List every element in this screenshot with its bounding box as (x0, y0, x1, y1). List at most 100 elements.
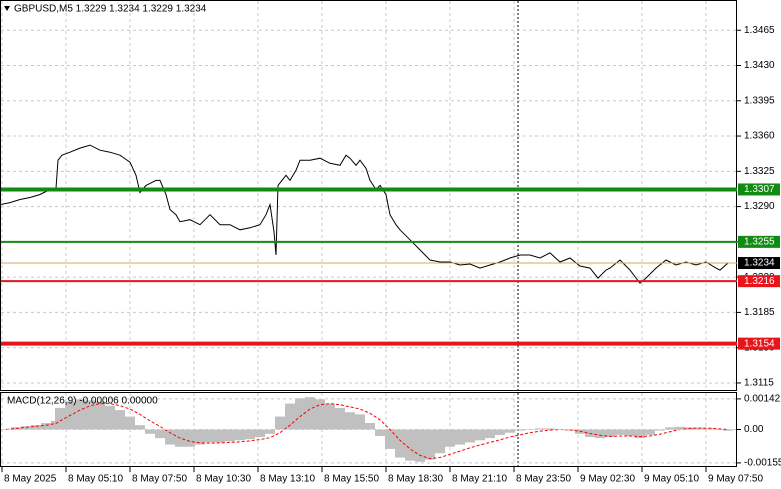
price-line (0, 144, 729, 284)
x-tick-label: 8 May 05:10 (68, 474, 123, 485)
level-label-box (738, 275, 780, 288)
macd-bar (515, 429, 525, 431)
macd-bar (185, 429, 195, 447)
level-label-box (738, 337, 780, 350)
macd-bar (31, 425, 41, 430)
macd-bar (235, 429, 245, 441)
macd-bar (375, 429, 385, 436)
y-tick-label: 0.00142 (744, 394, 781, 405)
y-tick-label: -0.00155 (744, 458, 781, 469)
macd-bar (265, 429, 275, 434)
macd-bar (345, 412, 355, 430)
macd-bar (675, 426, 685, 430)
macd-bar (595, 429, 605, 439)
macd-bar (315, 399, 325, 430)
macd-bar (435, 429, 445, 454)
macd-bar (355, 414, 365, 430)
macd-bar (155, 429, 165, 439)
level-label: 1.3154 (744, 338, 775, 349)
x-tick-label: 8 May 2025 (4, 474, 57, 485)
macd-bar (505, 429, 515, 433)
macd-bar (705, 428, 715, 430)
macd-bar (475, 429, 485, 441)
macd-bar (195, 429, 205, 445)
macd-bar (405, 429, 415, 461)
macd-bar (465, 429, 475, 443)
macd-bar (85, 400, 95, 430)
macd-bar (535, 428, 545, 430)
macd-bar (615, 429, 625, 435)
macd-bar (95, 401, 105, 430)
macd-bar (645, 429, 655, 435)
y-tick-label: 1.3430 (744, 60, 775, 71)
macd-bar (41, 423, 51, 430)
macd-bar (205, 429, 215, 443)
title-icon (4, 6, 10, 11)
level-label: 1.3255 (744, 237, 775, 248)
macd-bar (415, 429, 425, 462)
macd-bar (295, 398, 305, 430)
macd-bar (325, 403, 335, 430)
macd-title: MACD(12,26,9) -0.00006 0.00000 (7, 396, 158, 407)
macd-bar (135, 425, 145, 430)
macd-bar (723, 429, 733, 431)
x-tick-label: 9 May 07:50 (708, 474, 763, 485)
macd-bar (105, 405, 115, 430)
y-tick-label: 1.3360 (744, 131, 775, 142)
macd-bar (215, 429, 225, 443)
x-tick-label: 8 May 07:50 (132, 474, 187, 485)
x-tick-label: 9 May 05:10 (644, 474, 699, 485)
macd-bar (635, 429, 645, 439)
x-tick-label: 8 May 10:30 (196, 474, 251, 485)
macd-bar (275, 416, 285, 430)
y-tick-label: 0.00 (744, 424, 764, 435)
x-tick-label: 9 May 02:30 (580, 474, 635, 485)
macd-bar (225, 429, 235, 442)
macd-bar (715, 429, 725, 430)
level-label: 1.3307 (744, 184, 775, 195)
y-tick-label: 1.3465 (744, 25, 775, 36)
signal-line (5, 403, 729, 460)
macd-bar (125, 416, 135, 430)
x-tick-label: 8 May 13:10 (260, 474, 315, 485)
macd-bar (115, 410, 125, 430)
level-label-box (738, 183, 780, 196)
macd-bar (165, 429, 175, 445)
macd-bar (245, 429, 255, 440)
level-label-box (738, 235, 780, 248)
macd-bar (665, 427, 675, 430)
y-tick-label: 1.3185 (744, 307, 775, 318)
last-price-label: 1.3234 (744, 258, 775, 269)
macd-bar (255, 429, 265, 438)
macd-bar (21, 426, 31, 430)
macd-bar (335, 407, 345, 430)
macd-bar (395, 429, 405, 458)
macd-bar (455, 429, 465, 445)
level-label: 1.3216 (744, 276, 775, 287)
y-tick-label: 1.3325 (744, 166, 775, 177)
macd-bar (0, 429, 11, 430)
macd-bar (75, 399, 85, 430)
x-tick-label: 8 May 21:10 (452, 474, 507, 485)
x-tick-label: 8 May 18:30 (388, 474, 443, 485)
macd-bar (545, 428, 555, 430)
macd-bar (625, 429, 635, 436)
macd-bar (695, 427, 705, 430)
macd-bar (445, 429, 455, 447)
macd-panel (0, 392, 737, 467)
macd-bar (495, 429, 505, 435)
macd-bar (385, 429, 395, 449)
macd-bar (285, 403, 295, 430)
chart-title: GBPUSD,M5 1.3229 1.3234 1.3229 1.3234 (14, 4, 207, 15)
x-tick-label: 8 May 23:50 (516, 474, 571, 485)
x-tick-label: 8 May 15:50 (324, 474, 379, 485)
macd-bar (655, 429, 665, 431)
macd-bar (365, 423, 375, 430)
macd-bar (55, 407, 65, 430)
y-tick-label: 1.3290 (744, 201, 775, 212)
y-tick-label: 1.3115 (744, 378, 774, 389)
y-tick-label: 1.3395 (744, 95, 775, 106)
macd-bar (605, 429, 615, 438)
